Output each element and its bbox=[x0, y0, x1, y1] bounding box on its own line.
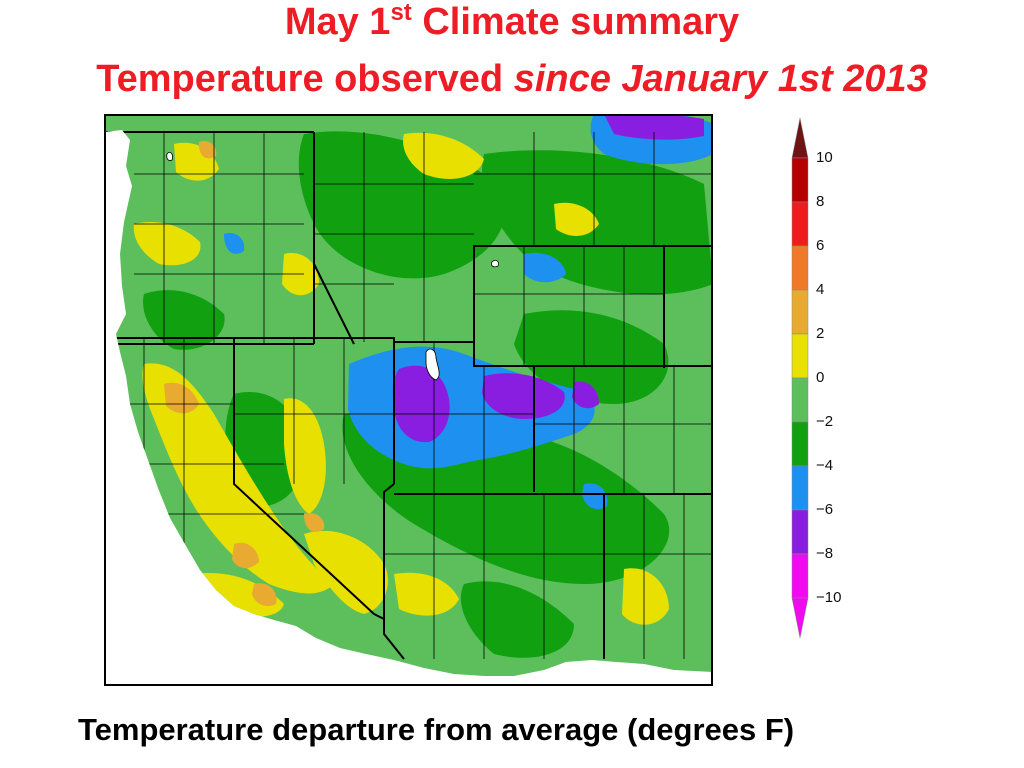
scale-bottom-arrow bbox=[791, 597, 809, 639]
map-svg bbox=[104, 114, 713, 686]
map-frame bbox=[104, 114, 713, 686]
scale-tick-label: 10 bbox=[816, 149, 833, 166]
scale-bin bbox=[791, 465, 809, 511]
color-scale-bar bbox=[791, 117, 809, 639]
purple-regions bbox=[392, 114, 704, 443]
title-line1-prefix: May 1 bbox=[284, 1, 391, 43]
page-subtitle: Temperature observed since January 1st 2… bbox=[0, 57, 1024, 101]
scale-tick-label: −2 bbox=[816, 413, 834, 430]
state-borders bbox=[104, 131, 713, 660]
scale-tick-label: −8 bbox=[816, 545, 834, 562]
scale-tick-label: −4 bbox=[816, 457, 834, 474]
scale-tick-label: 4 bbox=[816, 281, 825, 298]
scale-bin bbox=[791, 377, 809, 423]
map-caption: Temperature departure from average (degr… bbox=[78, 712, 795, 747]
scale-bin bbox=[791, 245, 809, 291]
scale-bin bbox=[791, 157, 809, 203]
land-area bbox=[104, 114, 713, 676]
scale-tick-label: 6 bbox=[816, 237, 825, 254]
scale-tick-label: 2 bbox=[816, 325, 825, 342]
temperature-departure-map bbox=[104, 114, 713, 686]
scale-top-arrow bbox=[791, 117, 809, 159]
subtitle-italic: since January 1st 2013 bbox=[513, 58, 928, 100]
yellow-regions bbox=[133, 132, 669, 625]
title-line1-superscript: st bbox=[390, 0, 412, 26]
scale-bin bbox=[791, 553, 809, 599]
scale-tick-label: −6 bbox=[816, 501, 834, 518]
color-scale-legend: 10 8 6 4 2 0 −2 −4 −6 −8 −10 bbox=[787, 116, 867, 646]
orange-regions bbox=[164, 140, 325, 607]
scale-bin bbox=[791, 333, 809, 379]
division-lines bbox=[104, 132, 713, 659]
scale-tick-label: 0 bbox=[816, 369, 825, 386]
scale-bin bbox=[791, 201, 809, 247]
lakes bbox=[166, 152, 499, 381]
scale-bin bbox=[791, 509, 809, 555]
subtitle-plain: Temperature observed bbox=[96, 58, 514, 100]
scale-tick-label: −10 bbox=[816, 589, 842, 606]
title-line1-suffix: Climate summary bbox=[411, 1, 740, 43]
scale-tick-label: 8 bbox=[816, 193, 825, 210]
page-title: May 1st Climate summary bbox=[0, 0, 1024, 44]
scale-bin bbox=[791, 421, 809, 467]
scale-bin bbox=[791, 289, 809, 335]
